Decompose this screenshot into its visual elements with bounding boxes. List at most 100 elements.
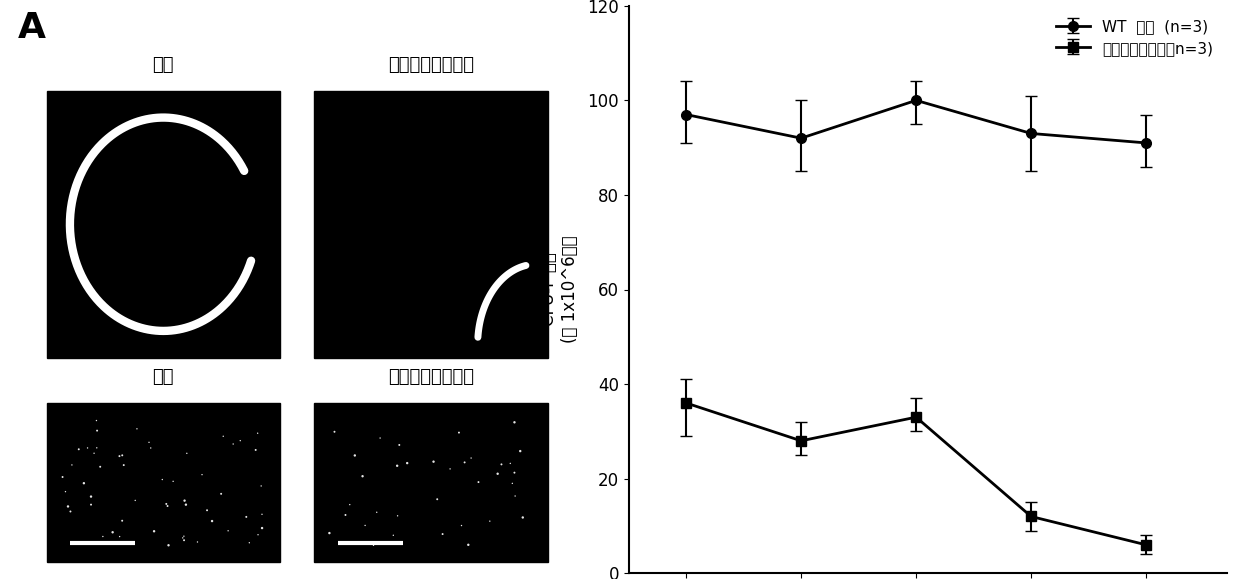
Point xyxy=(458,540,478,549)
Point xyxy=(87,443,107,452)
Point xyxy=(159,541,178,550)
Point xyxy=(61,507,81,516)
Point xyxy=(370,434,390,443)
Point xyxy=(451,521,471,530)
Point xyxy=(58,502,78,511)
Point xyxy=(245,445,265,455)
Point xyxy=(192,470,212,479)
Point xyxy=(62,460,82,470)
Text: A: A xyxy=(19,12,46,46)
Point xyxy=(90,462,110,471)
Point xyxy=(440,464,460,474)
Point xyxy=(513,513,533,522)
Point xyxy=(388,511,408,521)
Point xyxy=(383,530,403,540)
Point xyxy=(223,439,243,449)
Point xyxy=(175,496,195,505)
Point xyxy=(176,500,196,510)
Point xyxy=(455,458,475,467)
Point xyxy=(144,527,164,536)
Point xyxy=(320,529,339,538)
Point xyxy=(389,440,409,449)
Point xyxy=(398,459,418,468)
Point xyxy=(81,500,100,510)
Text: B: B xyxy=(556,0,585,6)
Y-axis label: CFU-F 集落
(每 1x10^6细胞: CFU-F 集落 (每 1x10^6细胞 xyxy=(540,236,579,343)
Point xyxy=(172,533,192,543)
Point xyxy=(432,529,452,538)
Point xyxy=(424,457,444,466)
Point xyxy=(488,469,508,478)
Point xyxy=(336,510,356,519)
Point xyxy=(187,537,207,547)
Point xyxy=(139,438,159,447)
Point xyxy=(109,452,129,461)
Point xyxy=(248,428,268,438)
Point xyxy=(479,516,499,526)
Point xyxy=(164,477,183,486)
Point xyxy=(353,472,373,481)
Point xyxy=(56,487,76,496)
Point xyxy=(110,532,130,541)
Legend: WT  集落  (n=3), 白血病潜伏期集落n=3): WT 集落 (n=3), 白血病潜伏期集落n=3) xyxy=(1049,13,1219,62)
Point xyxy=(230,436,250,445)
Point xyxy=(114,460,134,470)
Point xyxy=(103,527,123,537)
Text: 对照: 对照 xyxy=(152,56,173,74)
Point xyxy=(325,427,344,437)
Point xyxy=(177,449,197,458)
Point xyxy=(69,445,89,454)
Point xyxy=(157,501,177,511)
Point xyxy=(449,428,468,437)
Point xyxy=(504,468,524,477)
Point xyxy=(202,516,222,526)
Point xyxy=(113,450,133,460)
Point xyxy=(173,532,193,541)
Bar xyxy=(315,91,548,358)
Point xyxy=(87,416,107,425)
Point xyxy=(78,444,98,453)
Point xyxy=(175,536,195,545)
Point xyxy=(427,494,447,504)
Bar xyxy=(315,403,548,562)
Point xyxy=(344,451,364,460)
Bar xyxy=(47,91,280,358)
Point xyxy=(506,492,525,501)
Point xyxy=(356,521,375,530)
Point xyxy=(510,446,530,456)
Point xyxy=(74,479,94,488)
Point xyxy=(152,475,172,484)
Point xyxy=(128,424,147,434)
Point xyxy=(156,499,176,508)
Point xyxy=(388,461,408,470)
Point xyxy=(218,526,238,536)
Point xyxy=(197,505,217,515)
Point xyxy=(248,530,268,540)
Point xyxy=(367,508,387,517)
Point xyxy=(81,492,100,501)
Point xyxy=(125,496,145,505)
Point xyxy=(252,510,271,519)
Bar xyxy=(47,403,280,562)
Point xyxy=(239,538,259,547)
Point xyxy=(213,431,233,441)
Text: 白血病潜伏期阶段: 白血病潜伏期阶段 xyxy=(388,368,475,386)
Point xyxy=(492,460,512,469)
Point xyxy=(87,426,107,435)
Point xyxy=(141,444,161,453)
Point xyxy=(461,453,481,463)
Point xyxy=(253,523,273,533)
Point xyxy=(503,479,523,488)
Point xyxy=(84,449,104,458)
Point xyxy=(52,472,72,482)
Point xyxy=(113,516,133,525)
Point xyxy=(363,541,383,550)
Point xyxy=(468,478,488,487)
Point xyxy=(339,500,359,510)
Point xyxy=(93,532,113,541)
Point xyxy=(252,481,271,490)
Point xyxy=(504,417,524,427)
Text: 对照: 对照 xyxy=(152,368,173,386)
Point xyxy=(237,512,256,522)
Point xyxy=(211,489,230,499)
